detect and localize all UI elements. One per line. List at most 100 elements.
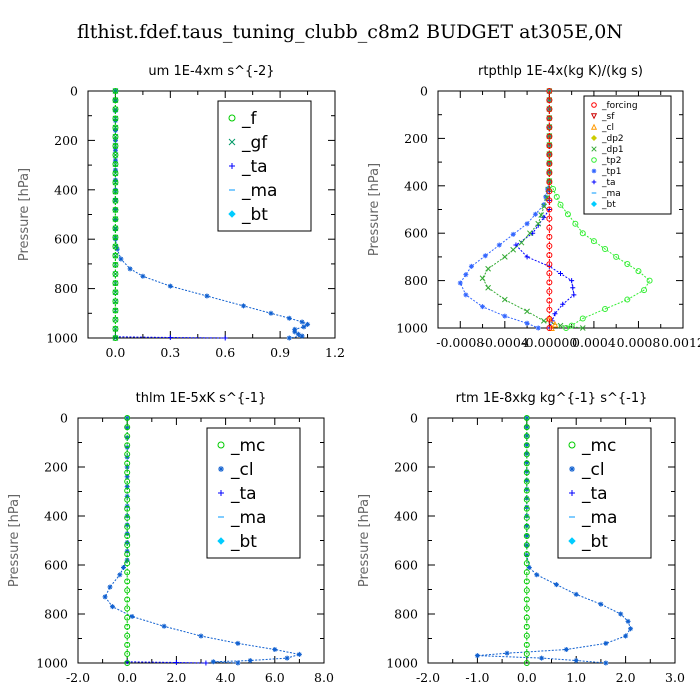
data-point: [564, 211, 571, 218]
x-tick-label: 0.3: [160, 345, 180, 360]
legend-label: _bt: [601, 200, 616, 210]
data-point: [112, 325, 119, 332]
data-point: [571, 292, 577, 298]
y-tick-label: 200: [44, 460, 68, 475]
y-tick-label: 200: [54, 133, 78, 148]
data-point: [112, 167, 118, 173]
data-point: [523, 487, 530, 494]
data-point: [546, 252, 553, 259]
data-point: [546, 206, 553, 213]
y-tick-label: 1000: [386, 656, 418, 671]
data-point: [124, 523, 131, 530]
legend-label: _dp2: [601, 134, 624, 144]
data-point: [628, 626, 634, 632]
data-point: [235, 640, 241, 646]
legend-marker: [591, 102, 597, 108]
data-point: [524, 460, 530, 466]
data-point: [296, 651, 302, 657]
data-point: [523, 605, 530, 612]
data-point: [301, 324, 307, 330]
data-point: [602, 246, 609, 252]
data-point: [485, 265, 491, 272]
x-tick-label: 0.0008: [617, 335, 661, 350]
y-tick-label: 600: [44, 558, 68, 573]
data-point: [546, 151, 553, 158]
x-tick-label: 4.0: [216, 670, 236, 685]
y-tick-label: 400: [44, 509, 68, 524]
data-point: [546, 315, 553, 322]
data-point: [124, 560, 131, 567]
data-point: [124, 505, 131, 512]
data-point: [286, 335, 292, 341]
data-point: [590, 238, 597, 245]
legend-label: _cl: [581, 460, 605, 480]
x-tick-label: 0.0: [517, 670, 537, 685]
data-point: [112, 206, 119, 213]
data-point: [124, 435, 130, 441]
legend-label: _dp1: [601, 145, 624, 155]
x-tick-label: 6.0: [265, 670, 285, 685]
data-point: [112, 115, 119, 122]
legend-label: _ma: [230, 508, 266, 528]
data-point: [560, 301, 566, 307]
data-point: [602, 306, 609, 313]
data-point: [546, 297, 553, 304]
data-point: [112, 88, 119, 94]
data-point: [112, 124, 119, 131]
data-point: [552, 311, 558, 317]
data-point: [579, 230, 586, 237]
legend: _mc _cl _ta _ma _bt: [206, 427, 301, 559]
data-point: [118, 256, 124, 262]
data-point: [222, 335, 228, 341]
data-point: [167, 283, 173, 289]
data-point: [572, 220, 579, 227]
data-point: [124, 551, 131, 558]
x-tick-label: -1.0: [465, 670, 489, 685]
y-axis-label: Pressure [hPa]: [7, 494, 22, 587]
data-point: [523, 442, 530, 449]
data-point: [579, 315, 586, 322]
data-point: [485, 284, 491, 291]
data-point: [618, 611, 624, 617]
series-mc: [124, 415, 131, 666]
legend-marker: [590, 123, 598, 130]
y-tick-label: 200: [394, 460, 418, 475]
data-point: [474, 653, 480, 659]
data-point: [570, 285, 576, 291]
data-point: [112, 147, 118, 153]
data-point: [523, 614, 530, 621]
x-tick-label: -0.0008: [436, 335, 484, 350]
y-axis-label: Pressure [hPa]: [367, 163, 382, 256]
legend-marker: [590, 200, 598, 208]
data-point: [112, 170, 119, 177]
data-point: [546, 288, 553, 295]
data-point: [546, 242, 553, 249]
data-point: [107, 584, 113, 590]
data-point: [546, 115, 553, 122]
data-point: [124, 478, 131, 485]
legend-marker: [229, 163, 235, 169]
data-point: [524, 221, 530, 227]
data-point: [530, 230, 536, 236]
x-tick-label: -2.0: [416, 670, 440, 685]
data-point: [102, 594, 108, 600]
data-point: [603, 660, 609, 666]
legend-label: _ta: [601, 178, 616, 188]
legend-marker: [228, 210, 236, 218]
data-point: [523, 578, 530, 585]
x-tick-label: 8.0: [314, 670, 334, 685]
data-point: [641, 287, 648, 294]
chart-title: thlm 1E-5xK s^{-1}: [136, 391, 267, 406]
data-point: [534, 572, 540, 578]
data-point: [124, 569, 131, 576]
series-f: [112, 88, 119, 341]
data-point: [210, 659, 216, 665]
data-point: [624, 296, 631, 303]
y-tick-label: 400: [394, 509, 418, 524]
legend-label: _bt: [241, 205, 268, 225]
data-point: [523, 596, 530, 603]
data-point: [305, 321, 311, 327]
data-point: [468, 263, 474, 269]
data-point: [546, 215, 553, 222]
extra-series: [112, 334, 228, 341]
